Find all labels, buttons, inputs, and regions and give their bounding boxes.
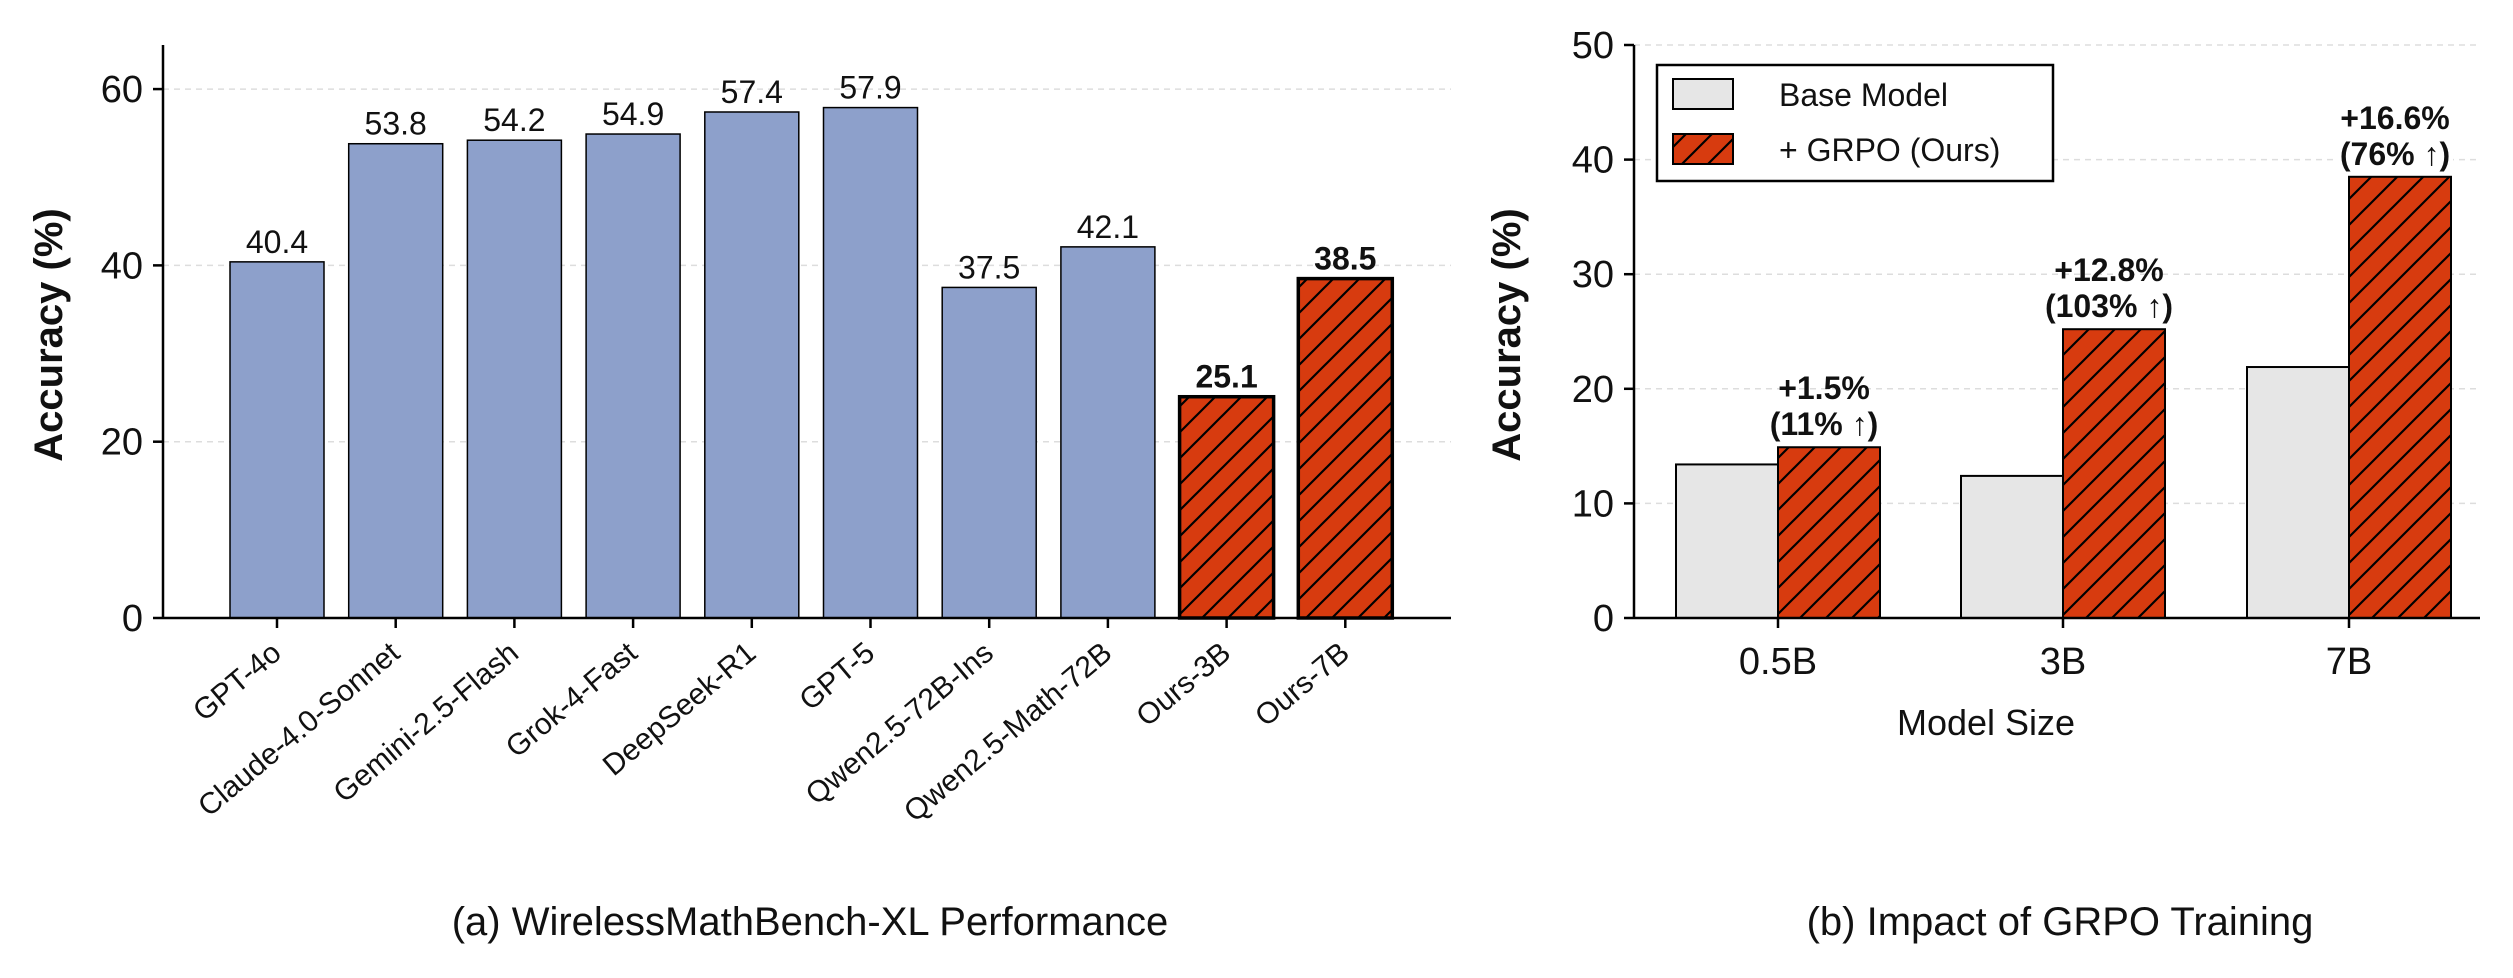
x-tick-label-ours-3b: Ours-3B (1130, 636, 1237, 733)
panel-b-x-axis-title: Model Size (1897, 702, 2075, 743)
legend-label-base-model: Base Model (1779, 77, 1948, 113)
gain-label-pct-3b: +12.8% (2054, 252, 2163, 288)
gain-label-bg (1766, 409, 1882, 443)
panel-b-y-axis-title: Accuracy (%) (1485, 208, 1529, 461)
panel-a-x-ticks: GPT-4oClaude-4.0-SonnetGemini-2.5-FlashG… (187, 618, 1356, 829)
y-tick-label: 60 (101, 69, 143, 111)
panel-a-caption: (a) WirelessMathBench-XL Performance (452, 900, 1169, 944)
y-tick-label: 10 (1572, 483, 1614, 525)
bar-grok-4-fast (585, 133, 681, 619)
gain-label-rel-7b: (76% ↑) (2340, 136, 2450, 172)
gain-label-bg (2051, 291, 2167, 325)
bar-grpo-hatch-3b (2062, 328, 2166, 619)
x-tick-label-gpt-4o: GPT-4o (187, 636, 287, 728)
panel-a-bars (229, 106, 1395, 620)
bar-base-3b (1960, 474, 2064, 619)
panel-a-y-ticks: 0 20 40 60 (101, 69, 163, 640)
panel-a-y-axis-title: Accuracy (%) (27, 208, 71, 461)
bar-claude-4-0-sonnet (347, 142, 444, 619)
y-tick-label: 40 (101, 245, 143, 287)
panel-b-x-ticks: 0.5B 3B 7B (1739, 618, 2372, 683)
x-tick-label-7b: 7B (2326, 641, 2372, 683)
bar-gemini-2-5-flash (466, 139, 563, 619)
x-tick-label-ours-7b: Ours-7B (1249, 636, 1356, 733)
legend-swatch-base-model (1672, 78, 1734, 110)
gain-label-pct-7b: +16.6% (2340, 100, 2449, 136)
panel-b-chart: +1.5%(11% ↑)+12.8%(103% ↑)+16.6%(76% ↑) … (1485, 25, 2480, 944)
y-tick-label: 30 (1572, 254, 1614, 296)
bar-gpt-5 (822, 106, 919, 619)
legend-label-grpo: + GRPO (Ours) (1779, 132, 2000, 168)
value-label-claude-4-0-sonnet: 53.8 (365, 106, 427, 142)
bar-hatch-ours-3b (1177, 394, 1276, 620)
value-label-qwen2-5-math-72b: 42.1 (1077, 209, 1139, 245)
value-label-grok-4-fast: 54.9 (602, 96, 664, 132)
bar-hatch-ours-7b (1296, 276, 1395, 620)
y-tick-label: 20 (101, 422, 143, 464)
bar-qwen2-5-math-72b (1060, 246, 1156, 619)
value-label-gpt-5: 57.9 (839, 70, 901, 106)
bar-base-7b (2246, 366, 2350, 619)
panel-b-caption: (b) Impact of GRPO Training (1807, 900, 2314, 944)
value-label-deepseek-r1: 57.4 (721, 74, 783, 110)
panel-b-bars (1675, 175, 2452, 619)
y-tick-label: 40 (1572, 140, 1614, 182)
panel-b-y-ticks: 0 10 20 30 40 50 (1572, 25, 1634, 640)
gain-label-pct-0-5b: +1.5% (1778, 370, 1870, 406)
value-label-gemini-2-5-flash: 54.2 (483, 102, 545, 138)
bar-grpo-hatch-0-5b (1777, 446, 1881, 619)
value-label-qwen2-5-72b-ins: 37.5 (958, 249, 1020, 285)
gain-label-rel-0-5b: (11% ↑) (1770, 406, 1878, 442)
value-label-gpt-4o: 40.4 (246, 224, 308, 260)
value-label-ours-3b: 25.1 (1195, 359, 1257, 395)
x-tick-label-3b: 3B (2040, 641, 2086, 683)
gain-label-bg (2337, 138, 2453, 172)
panel-b-axes (1632, 45, 2480, 620)
panel-a-axes (161, 45, 1451, 620)
bar-qwen2-5-72b-ins (941, 286, 1037, 619)
panel-b-legend: Base Model + GRPO (Ours) (1655, 63, 2055, 183)
bar-gpt-4o (229, 261, 325, 619)
panel-a-chart: 40.4 53.8 54.2 54.9 57.4 57.9 37.5 42.1 25.1 38.5… (27, 45, 1451, 944)
gain-label-rel-3b: (103% ↑) (2045, 288, 2173, 324)
bar-deepseek-r1 (704, 111, 800, 619)
y-tick-label: 50 (1572, 25, 1614, 67)
y-tick-label: 0 (122, 598, 143, 640)
y-tick-label: 20 (1572, 369, 1614, 411)
x-tick-label-qwen2-5-math-72b: Qwen2.5-Math-72B (898, 636, 1118, 828)
value-label-ours-7b: 38.5 (1314, 241, 1376, 277)
legend-swatch-grpo-hatch (1672, 133, 1734, 165)
x-tick-label-0-5b: 0.5B (1739, 641, 1817, 683)
panel-a-value-labels: 40.4 53.8 54.2 54.9 57.4 57.9 37.5 42.1 25.1 38.5 (246, 70, 1377, 395)
x-tick-label-gpt-5: GPT-5 (793, 636, 881, 717)
bar-grpo-hatch-7b (2348, 175, 2452, 619)
y-tick-label: 0 (1593, 598, 1614, 640)
bar-base-0-5b (1675, 463, 1779, 619)
panel-b-gain-annotations: +1.5%(11% ↑) +12.8%(103% ↑) +16.6%(76% ↑) (1766, 100, 2453, 443)
x-tick-label-claude-4-0-sonnet: Claude-4.0-Sonnet (192, 636, 407, 824)
